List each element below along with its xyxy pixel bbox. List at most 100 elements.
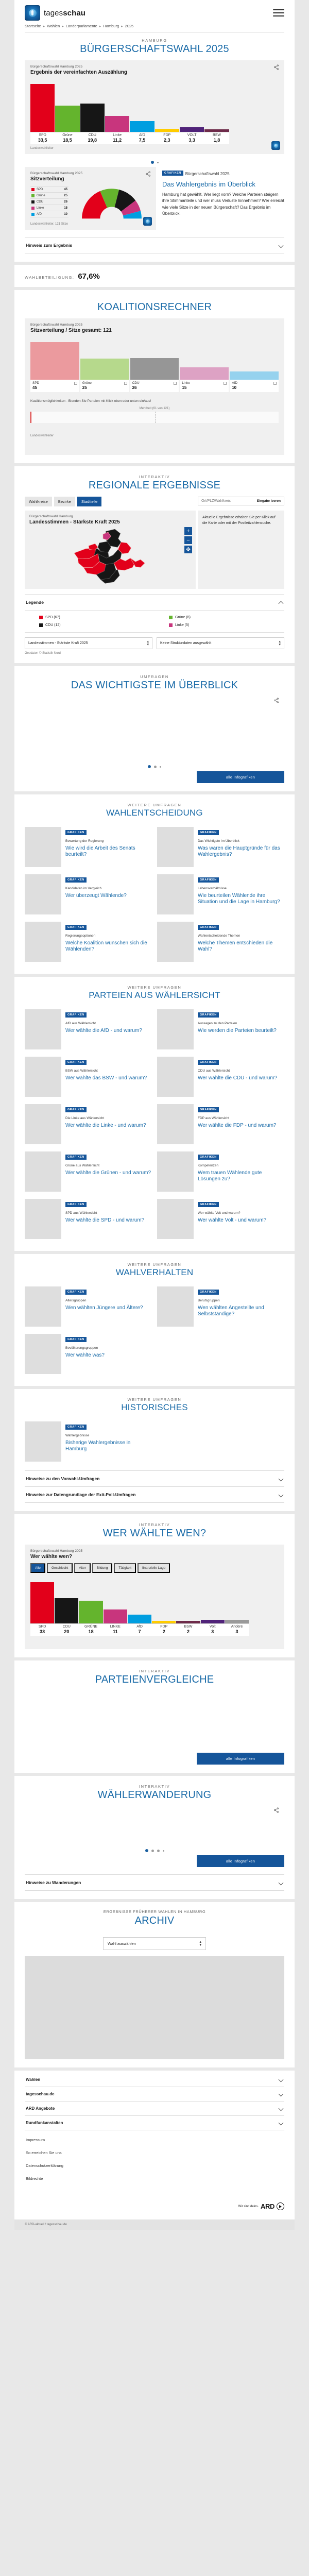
carousel-dot-active[interactable]	[150, 161, 154, 164]
map-metric-select[interactable]: Landesstimmen - Stärkste Kraft 2025 ▴ ▾	[25, 637, 152, 650]
coalition-checkbox[interactable]	[273, 381, 277, 385]
teaser-card-title[interactable]: Wer wählte die AfD - und warum?	[65, 1027, 142, 1033]
teaser-card-title[interactable]: Wen wählten Jüngere und Ältere?	[65, 1304, 143, 1311]
teaser-card[interactable]: GRAFIKEN Aussagen zu den Parteien Wie werd…	[157, 1006, 284, 1053]
breadcrumb-item-4[interactable]: 2025	[125, 24, 134, 28]
hamburg-map[interactable]	[29, 525, 191, 585]
archive-select[interactable]: Wahl auswählen ▴ ▾	[103, 1937, 206, 1951]
coalition-bar-spd[interactable]	[30, 342, 79, 380]
accordion-row-result-note[interactable]: Hinweis zum Ergebnis	[25, 238, 284, 253]
share-icon[interactable]	[273, 64, 279, 70]
teaser-card[interactable]: GRAFIKEN Berufsgruppen Wen wählten Angeste…	[157, 1283, 284, 1330]
filter-chip-alle[interactable]: Alle	[30, 1563, 45, 1573]
footer-accordion-row[interactable]: tagesschau.de	[25, 2087, 284, 2102]
teaser-card[interactable]: GRAFIKEN Die Linke aus Wählersicht Wer wäh…	[25, 1100, 152, 1148]
wanderung-carousel-dots[interactable]	[25, 1842, 284, 1855]
overview-teaser-text[interactable]: GRAFIKEN Bürgerschaftswahl 2025 Das Wahle…	[162, 167, 284, 217]
result-carousel-dots[interactable]	[25, 154, 284, 167]
teaser-card-title[interactable]: Wen wählten Angestellte und Selbstständi…	[198, 1304, 264, 1317]
chevron-down-icon[interactable]	[279, 243, 283, 248]
coalition-bar-afd[interactable]	[230, 371, 279, 380]
wanderung-all-infographics-button[interactable]: alle Infografiken	[197, 1855, 284, 1868]
share-icon[interactable]	[273, 698, 279, 703]
footer-link-datenschutzerklärung[interactable]: Datenschutzerklärung	[26, 2163, 63, 2168]
coalition-checkbox[interactable]	[174, 381, 177, 385]
accordion-row-legend[interactable]: Legende	[25, 595, 284, 611]
teaser-card[interactable]: GRAFIKEN Kompetenzen Wem trauen Wählende g…	[157, 1148, 284, 1195]
teaser-card-title[interactable]: Wer wählte die CDU - und warum?	[198, 1075, 278, 1081]
footer-accordion-row[interactable]: Wahlen	[25, 2073, 284, 2088]
teaser-card[interactable]: GRAFIKEN CDU aus Wählersicht Wer wählte di…	[157, 1053, 284, 1100]
teaser-card[interactable]: GRAFIKEN AfD aus Wählersicht Wer wählte di…	[25, 1006, 152, 1053]
footer-accordion-row[interactable]: Rundfunkanstalten	[25, 2116, 284, 2131]
breadcrumb-item-1[interactable]: Wahlen	[47, 24, 60, 28]
filter-chip-geschlecht[interactable]: Geschlecht	[46, 1563, 73, 1573]
coalition-checkbox[interactable]	[224, 381, 227, 385]
accordion-row-exitpoll[interactable]: Hinweise zur Datengrundlage der Exit-Pol…	[25, 1487, 284, 1503]
carousel-dot[interactable]	[151, 1849, 154, 1852]
chevron-up-icon[interactable]	[279, 600, 283, 605]
tab-stadtteile[interactable]: Stadtteile	[77, 497, 102, 506]
brand-logo-area[interactable]: tagesschau	[25, 5, 85, 21]
teaser-card-title[interactable]: Wer wählte das BSW - und warum?	[65, 1075, 147, 1081]
coalition-bar-column-spd[interactable]	[30, 340, 79, 380]
teaser-card-title[interactable]: Wer wählte was?	[65, 1352, 105, 1358]
coalition-bar-column-afd[interactable]	[230, 340, 279, 380]
accordion-row-wanderungen[interactable]: Hinweise zu Wanderungen	[25, 1875, 284, 1891]
teaser-card-title[interactable]: Wem trauen Wählende gute Lösungen zu?	[198, 1170, 262, 1182]
teaser-card[interactable]: GRAFIKEN Kandidaten im Vergleich Wer überz…	[25, 871, 152, 918]
teaser-card[interactable]: GRAFIKEN BSW aus Wählersicht Wer wählte da…	[25, 1053, 152, 1100]
filter-chip-finanzielle-lage[interactable]: finanzielle Lage	[138, 1563, 170, 1573]
chevron-down-icon[interactable]	[279, 1880, 283, 1885]
teaser-card-title[interactable]: Wer überzeugt Wählende?	[65, 892, 127, 899]
coalition-cell-grüne[interactable]: Grüne 25	[80, 380, 129, 392]
teaser-card[interactable]: GRAFIKEN Wahlergebnisse Bisherige Wahlerge…	[25, 1418, 152, 1465]
menu-icon[interactable]	[273, 9, 284, 16]
footer-accordion-row[interactable]: ARD Angebote	[25, 2102, 284, 2116]
teaser-card-title[interactable]: Was waren die Hauptgründe für das Wahler…	[198, 845, 280, 858]
all-infographics-button[interactable]: alle Infografiken	[197, 771, 284, 784]
teaser-card-title[interactable]: Wie beurteilen Wählende ihre Situation u…	[198, 892, 280, 905]
breadcrumb-item-2[interactable]: Länderparlamente	[65, 24, 97, 28]
chevron-down-icon[interactable]	[279, 2106, 283, 2111]
carousel-dot[interactable]	[157, 161, 159, 163]
fullscreen-icon[interactable]: ✥	[184, 546, 192, 553]
search-input[interactable]	[201, 499, 241, 503]
teaser-card[interactable]: GRAFIKEN Bewertung der Regierung Wie wird …	[25, 823, 152, 871]
coalition-bar-cdu[interactable]	[130, 358, 179, 380]
zoom-in-icon[interactable]: +	[184, 527, 192, 535]
coalition-cell-cdu[interactable]: CDU 26	[130, 380, 179, 392]
vergleiche-carousel[interactable]	[25, 1691, 284, 1753]
teaser-card[interactable]: GRAFIKEN Lebensverhältnisse Wie beurteilen…	[157, 871, 284, 918]
carousel-dot-active[interactable]	[148, 765, 151, 769]
teaser-card-title[interactable]: Wer wählte die Linke - und warum?	[65, 1122, 146, 1128]
teaser-card-title[interactable]: Wer wählte Volt - und warum?	[198, 1217, 267, 1223]
vergleiche-all-infographics-button[interactable]: alle Infografiken	[197, 1753, 284, 1765]
carousel-dot-active[interactable]	[145, 1849, 148, 1853]
carousel-dot[interactable]	[157, 1849, 160, 1852]
footer-link-bildrechte[interactable]: Bildrechte	[26, 2176, 43, 2181]
accordion-row-vorwahl[interactable]: Hinweise zu den Vorwahl-Umfragen	[25, 1471, 284, 1487]
teaser-card[interactable]: GRAFIKEN Grüne aus Wählersicht Wer wählte …	[25, 1148, 152, 1195]
teaser-card-title[interactable]: Welche Koalition wünschen sich die Wähle…	[65, 940, 147, 953]
teaser-card[interactable]: GRAFIKEN Wahlentscheidende Themen Welche T…	[157, 918, 284, 965]
teaser-card[interactable]: GRAFIKEN Bevölkerungsgruppen Wer wählte wa…	[25, 1330, 152, 1378]
breadcrumb-item-0[interactable]: Startseite	[25, 24, 41, 28]
footer-link-so-erreichen-sie-uns[interactable]: So erreichen Sie uns	[26, 2150, 62, 2156]
coalition-bar-column-grüne[interactable]	[80, 340, 129, 380]
teaser-card[interactable]: GRAFIKEN SPD aus Wählersicht Wer wählte di…	[25, 1195, 152, 1243]
chevron-down-icon[interactable]	[279, 1493, 283, 1497]
filter-chip-alter[interactable]: Alter	[74, 1563, 91, 1573]
coalition-bar-column-linke[interactable]	[180, 340, 229, 380]
teaser-card-title[interactable]: Welche Themen entschieden die Wahl?	[198, 940, 273, 953]
breadcrumb-item-3[interactable]: Hamburg	[103, 24, 119, 28]
share-icon[interactable]	[273, 1807, 279, 1813]
zoom-out-icon[interactable]: −	[184, 536, 192, 544]
filter-chip-tätigkeit[interactable]: Tätigkeit	[114, 1563, 136, 1573]
teaser-card[interactable]: GRAFIKEN Wer wählte Volt und warum? Wer wä…	[157, 1195, 284, 1243]
map-structure-select[interactable]: Keine Strukturdaten ausgewählt ▴ ▾	[157, 637, 284, 650]
tab-bezirke[interactable]: Bezirke	[54, 497, 75, 506]
filter-chip-bildung[interactable]: Bildung	[92, 1563, 113, 1573]
clear-input-button[interactable]: Eingabe leeren	[256, 499, 281, 503]
coalition-checkbox[interactable]	[124, 381, 127, 385]
